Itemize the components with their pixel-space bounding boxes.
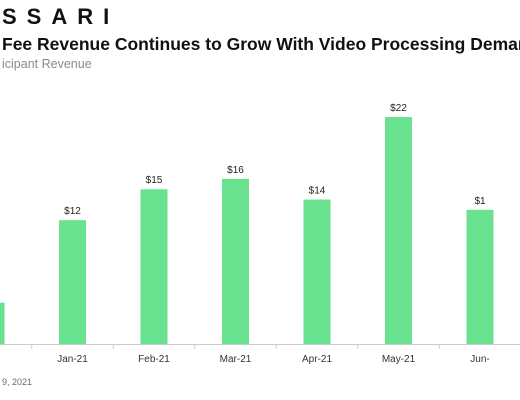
brand-logo: SSARI [2, 4, 120, 29]
x-tick-label: Mar-21 [220, 354, 252, 365]
bar-1 [0, 302, 5, 344]
bar-4 [222, 178, 249, 344]
data-label: $15 [146, 175, 163, 186]
bar-7 [466, 209, 494, 344]
source-note: 9, 2021 [2, 377, 33, 387]
x-tick-label: Feb-21 [138, 354, 170, 365]
bar-5 [303, 199, 331, 344]
x-tick-label: Apr-21 [302, 354, 332, 365]
chart-title: Fee Revenue Continues to Grow With Video… [2, 34, 520, 54]
data-label: $16 [227, 165, 244, 176]
x-tick-label: May-21 [382, 354, 416, 365]
chart-subtitle: icipant Revenue [2, 57, 92, 71]
bar-6 [385, 117, 412, 344]
bar-3 [140, 189, 168, 344]
x-tick-label: Jan-21 [57, 354, 88, 365]
data-label: $14 [309, 186, 326, 197]
bar-2 [59, 220, 86, 344]
x-tick-label: Jun- [470, 354, 489, 365]
data-label: $1 [474, 196, 486, 207]
data-label: $22 [390, 103, 407, 114]
data-label: $12 [64, 206, 81, 217]
